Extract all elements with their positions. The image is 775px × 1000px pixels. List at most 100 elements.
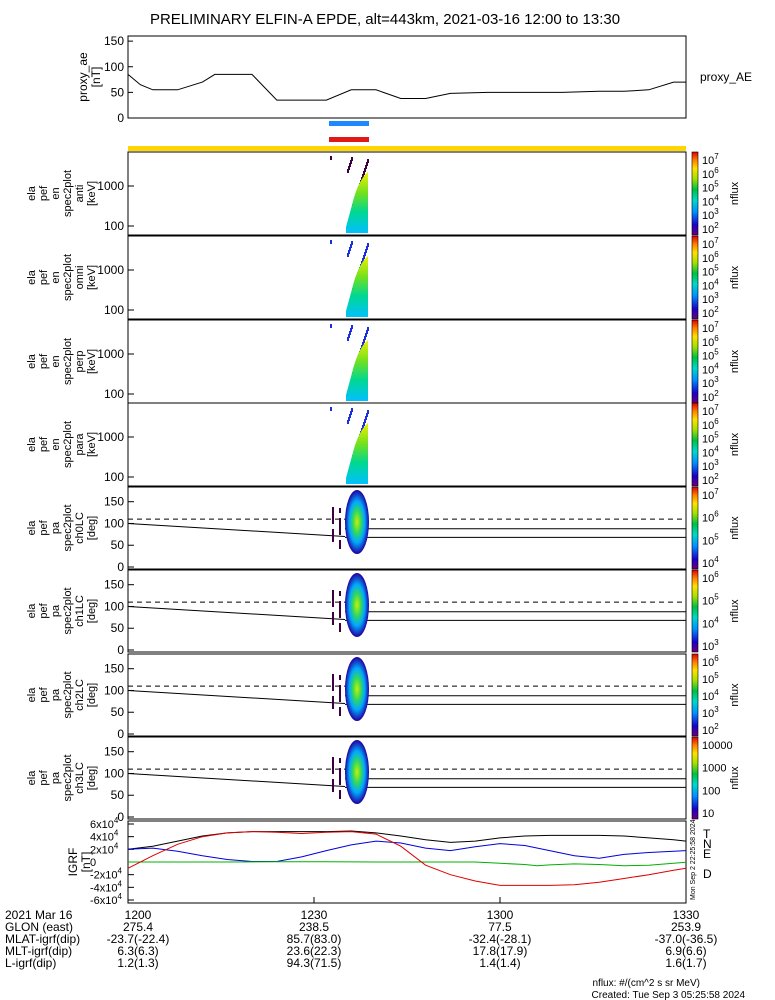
orbit-value: 94.3(71.5) bbox=[287, 956, 342, 970]
plot-frame bbox=[127, 402, 687, 487]
axis-label-line: [deg] bbox=[86, 683, 98, 707]
orbit-value: 77.5 bbox=[488, 920, 512, 934]
orbit-row-label: MLT-igrf(dip) bbox=[5, 944, 72, 958]
spectrogram-pixel bbox=[332, 620, 334, 625]
axis-label-line: ela bbox=[26, 687, 38, 703]
spectrogram-pixel bbox=[351, 408, 353, 412]
spectrogram-pixel bbox=[332, 519, 334, 524]
pitch-angle-enhancement bbox=[345, 490, 369, 554]
colorbar-tick-label: 102 bbox=[702, 389, 719, 404]
colorbar-tick-label: 105 bbox=[702, 264, 719, 279]
igrf-ylabel: IGRF [nT] bbox=[66, 848, 93, 877]
plot-frame bbox=[127, 151, 687, 236]
igrf-legend-T: T bbox=[703, 827, 711, 841]
spectrogram-pixel bbox=[339, 522, 341, 527]
y-tick-label: 150 bbox=[104, 578, 124, 592]
colorbar-label: nflux bbox=[729, 181, 741, 205]
colorbar-label: nflux bbox=[729, 349, 741, 373]
spectrogram-pixel bbox=[332, 787, 334, 792]
pitch-angle-ylabel: ela pef pa spec2plot ch3LC [deg] bbox=[26, 754, 98, 801]
axis-label-line: ela bbox=[26, 185, 38, 201]
y-tick-label: 0 bbox=[90, 857, 96, 869]
igrf-line-N bbox=[127, 840, 687, 862]
pitch-angle-ylabel: ela pef pa spec2plot ch2LC [deg] bbox=[26, 671, 98, 718]
y-tick-label: 100 bbox=[104, 683, 124, 697]
colorbar-tick-label: 105 bbox=[702, 532, 719, 547]
plot-frame bbox=[127, 235, 687, 320]
spectrogram-pixel bbox=[339, 530, 341, 535]
orbit-value: -23.7(-22.4) bbox=[107, 932, 170, 946]
spectrogram-pixel bbox=[332, 779, 334, 784]
axis-label-line: pef bbox=[38, 436, 50, 452]
y-tick-label: 0 bbox=[117, 560, 124, 574]
axis-label-line: perp bbox=[74, 350, 86, 372]
colorbar-tick-label: 105 bbox=[702, 348, 719, 363]
plot-frame bbox=[127, 736, 687, 820]
pitch-angle-ch2LC: 150 100 50 0 106 105 104 103 102 nflux ela pef pa spe… bbox=[26, 653, 741, 741]
colorbar-tick-label: 106 bbox=[702, 250, 719, 265]
orbit-value: 85.7(83.0) bbox=[287, 932, 342, 946]
spectrogram-pixel bbox=[350, 160, 352, 164]
y-tick-label: 150 bbox=[104, 662, 124, 676]
spectrogram-pixel bbox=[365, 165, 367, 169]
science-zone-bars bbox=[128, 121, 686, 151]
pitch-angle-ylabel: ela pef pa spec2plot ch0LC [deg] bbox=[26, 504, 98, 551]
spectrogram-pixel bbox=[339, 794, 341, 799]
colorbar-tick-label: 107 bbox=[702, 487, 719, 502]
loss-cone-line bbox=[127, 605, 346, 621]
spectrogram-pixel bbox=[339, 693, 341, 698]
spectrogram-pixel bbox=[366, 330, 368, 334]
spectrogram-pixel bbox=[339, 758, 341, 763]
spectrogram-pixel bbox=[365, 416, 367, 420]
spectrogram-pixel bbox=[347, 420, 349, 424]
spectrogram-pixel bbox=[363, 171, 365, 175]
colorbar-tick-label: 107 bbox=[702, 152, 719, 167]
proxy-ae-line bbox=[127, 73, 686, 101]
spectrogram-pixel bbox=[339, 613, 341, 618]
loss-cone-line bbox=[127, 522, 346, 538]
axis-label-line: en bbox=[50, 355, 62, 367]
spectrogram-pixel bbox=[332, 616, 334, 621]
spectrogram-pixel bbox=[367, 243, 369, 247]
orbit-value: 253.9 bbox=[671, 920, 701, 934]
colorbar-label: nflux bbox=[729, 599, 741, 623]
axis-label-line: ela bbox=[26, 520, 38, 536]
y-tick-label: 2x104 bbox=[90, 841, 119, 856]
spectrogram-pixel bbox=[332, 590, 334, 595]
y-tick-label: 100 bbox=[104, 516, 124, 530]
axis-label-line: [deg] bbox=[86, 599, 98, 623]
spectrogram-pixel bbox=[348, 250, 350, 254]
colorbar-tick-label: 107 bbox=[702, 403, 719, 418]
y-tick-label: 50 bbox=[111, 788, 125, 802]
axis-label-line: ela bbox=[26, 603, 38, 619]
axis-label-line: ch1LC bbox=[74, 595, 86, 627]
igrf-line-E bbox=[128, 861, 687, 867]
spectrogram-pixel bbox=[351, 241, 353, 245]
orbit-row-label: 2021 Mar 16 bbox=[5, 908, 73, 922]
spectrogram-pixel bbox=[363, 339, 365, 343]
spectrogram-pixel bbox=[364, 336, 366, 340]
colorbar-label: nflux bbox=[729, 683, 741, 707]
orbit-value: -37.0(-36.5) bbox=[655, 932, 718, 946]
axis-label-line: ela bbox=[26, 353, 38, 369]
spectrogram-pixel bbox=[332, 704, 334, 709]
spectrogram-pixel bbox=[363, 422, 365, 426]
axis-label-line: [keV] bbox=[86, 181, 98, 206]
axis-label-line: pef bbox=[38, 769, 50, 785]
y-tick-label: 6x104 bbox=[90, 816, 119, 831]
igrf-legend-N: N bbox=[703, 837, 712, 851]
colorbar-tick-label: 104 bbox=[702, 688, 719, 703]
created-footer: Created: Tue Sep 3 05:25:58 2024 bbox=[592, 990, 746, 1000]
orbit-value: 1330 bbox=[673, 908, 700, 922]
units-footer: nflux: #/(cm^2 s sr MeV) bbox=[593, 978, 701, 989]
axis-label-line: ch3LC bbox=[74, 762, 86, 794]
spectrogram-pixel bbox=[339, 508, 341, 513]
spectrogram-pixel bbox=[339, 518, 341, 523]
spectrogram-pixel bbox=[362, 174, 364, 178]
spectrogram-enhancement bbox=[346, 423, 368, 484]
spectrogram-pixel bbox=[339, 591, 341, 596]
colorbar-tick-label: 105 bbox=[702, 593, 719, 608]
